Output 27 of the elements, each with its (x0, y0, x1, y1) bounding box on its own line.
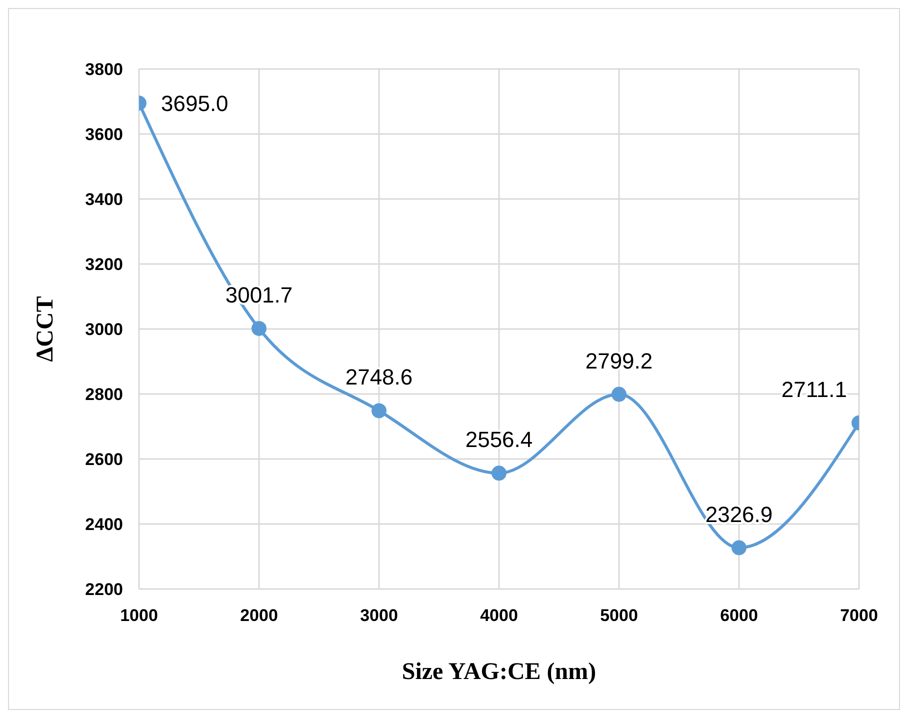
data-label: 3695.0 (161, 91, 228, 116)
data-label: 2711.1 (781, 376, 847, 402)
point (372, 403, 386, 418)
data-label: 2748.6 (345, 364, 413, 390)
x-tick-label: 1000 (120, 606, 158, 626)
x-tick-label: 3000 (360, 606, 398, 626)
point (612, 386, 626, 402)
y-tick-label: 3400 (85, 190, 123, 210)
x-tick-label: 4000 (480, 606, 518, 626)
y-tick-label: 2400 (85, 515, 123, 534)
y-tick-label: 3200 (85, 255, 123, 274)
y-tick-label: 3800 (85, 60, 123, 80)
y-axis-title: ΔCCT (32, 296, 59, 362)
y-tick-label: 3600 (85, 125, 123, 144)
data-label: 2556.4 (465, 427, 533, 452)
point (492, 466, 506, 481)
y-tick-label: 2200 (85, 580, 123, 600)
x-tick-label: 6000 (720, 606, 758, 626)
y-tick-label: 2800 (85, 385, 123, 404)
x-tick-label: 2000 (240, 606, 278, 626)
data-label: 2799.2 (585, 348, 653, 374)
data-label: 2326.9 (705, 502, 773, 527)
x-tick-label: 5000 (600, 606, 638, 626)
y-tick-label: 2600 (85, 450, 123, 470)
x-tick-label: 7000 (840, 606, 878, 626)
y-tick-label: 3000 (85, 320, 123, 340)
x-axis-title: Size YAG:CE (nm) (402, 659, 596, 685)
